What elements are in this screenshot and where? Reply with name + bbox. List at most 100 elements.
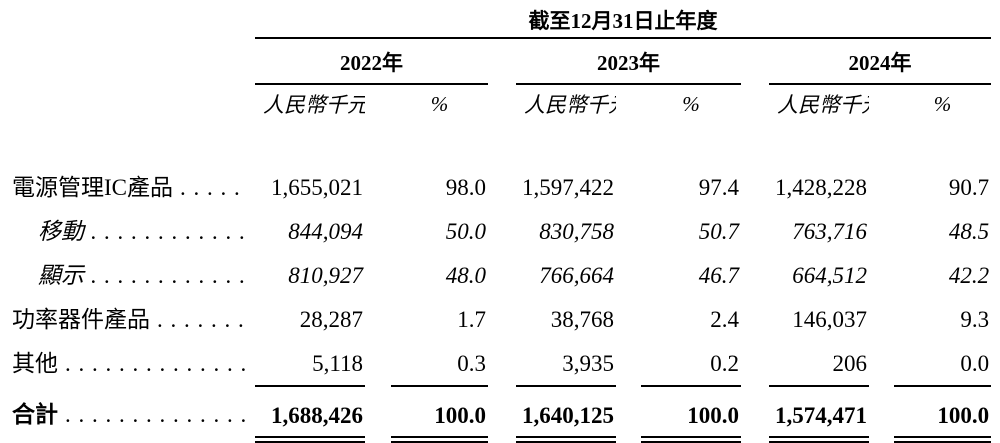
cell-value-2024: 664,512 <box>792 263 867 288</box>
column-gap <box>869 305 894 349</box>
cell-value-2022: 5,118 <box>255 349 365 387</box>
cell-total-value-2023: 1,640,125 <box>516 386 616 443</box>
cell-total-value-2024: 1,574,471 <box>769 386 869 443</box>
year-header-2024: 2024年 <box>769 38 992 85</box>
dot-leader: . . . . . . . . . . . . . . <box>65 402 248 427</box>
year-header-2022: 2022年 <box>255 38 488 85</box>
column-gap <box>869 84 894 123</box>
column-gap <box>741 386 769 440</box>
column-gap <box>488 84 516 123</box>
column-gap <box>616 349 641 386</box>
column-gap <box>488 217 516 261</box>
unit-header-row: 人民幣千元 % 人民幣千元 % 人民幣千元 % <box>10 84 991 123</box>
unit-header-2023: 人民幣千元 <box>524 93 616 117</box>
column-gap <box>365 261 391 305</box>
column-gap <box>741 38 769 84</box>
cell-value-2023: 830,758 <box>539 219 614 244</box>
column-gap <box>741 261 769 305</box>
column-gap <box>741 173 769 217</box>
spacer-cell <box>10 5 255 38</box>
row-display: 顯示 . . . . . . . . . . . . 810,927 48.0 7… <box>10 261 991 305</box>
percent-header-2022: % <box>430 91 449 116</box>
column-gap <box>869 386 894 440</box>
row-label: 顯示 . . . . . . . . . . . . <box>10 261 255 305</box>
unit-header-2022: 人民幣千元 <box>263 93 365 117</box>
cell-value-2022: 810,927 <box>288 263 363 288</box>
cell-percent-2024: 48.5 <box>948 219 990 244</box>
cell-percent-2024: 0.0 <box>894 349 992 387</box>
revenue-by-product-table: 截至12月31日止年度 2022年 2023年 2024年 人民幣千元 % 人民… <box>10 5 992 443</box>
column-gap <box>741 84 769 123</box>
cell-total-percent-2024: 100.0 <box>894 386 992 443</box>
dot-leader: . . . . . <box>180 175 241 200</box>
row-others: 其他. . . . . . . . . . . . . . 5,118 0.3 … <box>10 349 992 387</box>
spacer-cell <box>10 84 255 123</box>
cell-value-2024: 1,428,228 <box>775 175 867 200</box>
cell-total-value-2022: 1,688,426 <box>255 386 365 443</box>
column-gap <box>488 305 516 349</box>
cell-value-2023: 766,664 <box>539 263 614 288</box>
row-label: 其他 . . . . . . . . . . . . . . <box>10 349 255 386</box>
cell-value-2023: 38,768 <box>550 307 614 332</box>
column-gap <box>616 173 641 217</box>
cell-percent-2022: 98.0 <box>445 175 486 200</box>
year-header-2023: 2023年 <box>516 38 741 85</box>
cell-value-2024: 763,716 <box>792 219 867 244</box>
cell-percent-2023: 46.7 <box>698 263 739 288</box>
column-gap <box>741 217 769 261</box>
column-gap <box>365 217 391 261</box>
cell-percent-2022: 1.7 <box>457 307 486 332</box>
cell-value-2022: 1,655,021 <box>271 175 363 200</box>
column-gap <box>869 349 894 386</box>
column-gap <box>365 84 391 123</box>
column-gap <box>488 173 516 217</box>
cell-value-2022: 28,287 <box>299 307 363 332</box>
column-gap <box>869 217 894 261</box>
row-label: 合計 . . . . . . . . . . . . . . <box>10 386 255 440</box>
period-header: 截至12月31日止年度 <box>255 5 992 39</box>
row-label-text: 其他 <box>12 351 58 376</box>
cell-percent-2022: 50.0 <box>445 219 486 244</box>
cell-percent-2022: 48.0 <box>445 263 486 288</box>
cell-value-2023: 3,935 <box>516 349 616 387</box>
column-gap <box>488 38 516 84</box>
column-gap <box>488 349 516 386</box>
row-power-management-ic: 電源管理IC產品 . . . . . 1,655,021 98.0 1,597,4… <box>10 173 991 217</box>
row-label: 電源管理IC產品 . . . . . <box>10 173 255 217</box>
column-gap <box>365 173 391 217</box>
year-header-row: 2022年 2023年 2024年 <box>10 38 992 85</box>
row-mobile: 移動 . . . . . . . . . . . . 844,094 50.0 8… <box>10 217 991 261</box>
column-gap <box>488 261 516 305</box>
row-total: 合計. . . . . . . . . . . . . . 1,688,426 … <box>10 386 992 443</box>
cell-percent-2023: 2.4 <box>710 307 739 332</box>
row-label-text: 合計 <box>12 402 58 427</box>
column-gap <box>616 305 641 349</box>
cell-percent-2024: 90.7 <box>948 175 990 200</box>
cell-value-2022: 844,094 <box>288 219 363 244</box>
column-gap <box>741 349 769 386</box>
column-gap <box>741 305 769 349</box>
unit-header-2024: 人民幣千元 <box>777 93 869 117</box>
cell-value-2023: 1,597,422 <box>522 175 614 200</box>
spacer-cell <box>10 38 255 84</box>
row-label-text: 顯示 <box>38 263 84 288</box>
column-gap <box>365 386 391 440</box>
dot-leader: . . . . . . . . . . . . <box>91 263 247 288</box>
row-label-text: 功率器件產品 <box>12 307 150 332</box>
column-gap <box>616 217 641 261</box>
column-gap <box>488 386 516 440</box>
row-label-text: 電源管理IC產品 <box>12 175 173 200</box>
cell-total-percent-2023: 100.0 <box>641 386 741 443</box>
row-label: 移動 . . . . . . . . . . . . <box>10 217 255 261</box>
dot-leader: . . . . . . . . . . . . <box>91 219 247 244</box>
row-power-devices: 功率器件產品 . . . . . . . 28,287 1.7 38,768 2.… <box>10 305 991 349</box>
dot-leader: . . . . . . . . . . . . . . <box>65 351 248 376</box>
column-gap <box>616 386 641 440</box>
spacer-row <box>10 123 991 173</box>
cell-percent-2024: 42.2 <box>948 263 990 288</box>
cell-percent-2023: 50.7 <box>698 219 739 244</box>
column-gap <box>616 261 641 305</box>
column-gap <box>869 261 894 305</box>
cell-total-percent-2022: 100.0 <box>391 386 488 443</box>
percent-header-2024: % <box>933 91 952 116</box>
